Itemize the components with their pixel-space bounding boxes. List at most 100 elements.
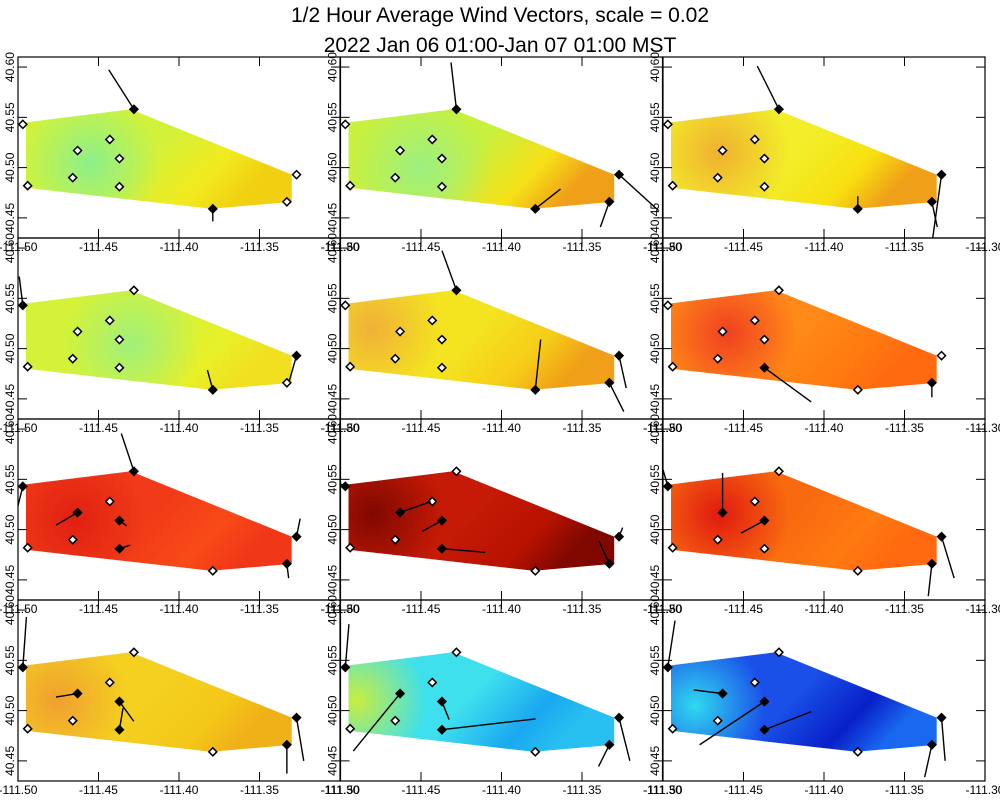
- y-tick-label: 40.50: [648, 333, 662, 363]
- x-tick-label: -111.30: [966, 421, 1000, 435]
- station-marker: [427, 677, 438, 688]
- x-tick-label: -111.40: [805, 783, 844, 797]
- wind-vector: [534, 188, 561, 210]
- station-marker: [395, 326, 406, 337]
- y-tick-label: 40.50: [3, 695, 17, 725]
- x-tick-label: -111.50: [0, 602, 38, 616]
- x-tick-label: -111.50: [0, 783, 38, 797]
- wind-vector: [756, 65, 780, 110]
- station-marker: [22, 180, 33, 191]
- field-hotspot: [348, 471, 615, 571]
- station-marker: [207, 565, 218, 576]
- y-tick-label: 40.50: [648, 695, 662, 725]
- station-marker: [345, 180, 356, 191]
- station-marker: [104, 134, 115, 145]
- chart-subtitle: 2022 Jan 06 01:00-Jan 07 01:00 MST: [324, 34, 677, 57]
- wind-vector: [618, 355, 627, 389]
- station-marker: [281, 377, 292, 388]
- y-tick-label: 40.45: [3, 203, 17, 233]
- station-marker: [390, 353, 401, 364]
- station-marker: [72, 145, 83, 156]
- y-tick-label: 40.45: [326, 203, 340, 233]
- wind-vector: [55, 692, 78, 698]
- station-marker: [663, 300, 673, 311]
- field-layer: [340, 62, 660, 228]
- wind-vector: [940, 717, 946, 761]
- y-tick-label: 40.60: [326, 595, 340, 625]
- field-hotspot: [348, 652, 615, 752]
- y-tick-label: 40.55: [326, 283, 340, 313]
- station-marker: [67, 353, 78, 364]
- y-tick-label: 40.45: [326, 746, 340, 776]
- x-tick-label: -111.45: [724, 783, 763, 797]
- y-tick-label: 40.55: [3, 102, 17, 132]
- y-tick-label: 40.50: [3, 333, 17, 363]
- station-marker: [67, 534, 78, 545]
- station-marker: [114, 153, 125, 164]
- station-marker: [749, 677, 760, 688]
- field-layer: [18, 433, 302, 579]
- wind-vector: [344, 624, 350, 668]
- station-marker: [451, 466, 462, 477]
- wind-vector: [932, 174, 943, 238]
- x-tick-label: -111.50: [0, 421, 38, 435]
- wind-vector: [597, 744, 610, 767]
- x-tick-label: -111.35: [563, 783, 602, 797]
- y-tick-label: 40.60: [3, 233, 17, 263]
- field-layer: [340, 624, 631, 767]
- wind-vector: [55, 511, 78, 526]
- station-marker: [436, 362, 447, 373]
- wind-vector: [421, 519, 443, 532]
- y-tick-label: 40.45: [326, 565, 340, 595]
- station-marker: [936, 350, 947, 361]
- station-marker: [345, 723, 356, 734]
- x-tick-label: -111.40: [160, 783, 199, 797]
- wind-vector: [534, 339, 542, 390]
- station-marker: [22, 361, 33, 372]
- x-tick-label: -111.30: [321, 783, 360, 797]
- y-tick-label: 40.60: [648, 595, 662, 625]
- wind-vector: [597, 540, 611, 565]
- panel-3-2: -111.50 -111.45 -111.40 -111.35 -111.30 40.45…: [644, 595, 1000, 797]
- field-hotspot: [26, 109, 292, 209]
- field-hotspot: [26, 471, 292, 571]
- y-tick-label: 40.55: [3, 283, 17, 313]
- panel-0-1: -111.50-111.45-111.40-111.35-111.3040.45…: [321, 52, 682, 254]
- wind-vector: [352, 693, 401, 752]
- wind-vector: [120, 433, 135, 472]
- y-tick-label: 40.45: [648, 746, 662, 776]
- station-marker: [759, 334, 770, 345]
- station-marker: [340, 300, 351, 311]
- wind-vector: [295, 717, 305, 761]
- station-marker: [427, 134, 438, 145]
- field-hotspot: [348, 290, 615, 390]
- station-marker: [530, 746, 541, 757]
- y-tick-label: 40.50: [326, 695, 340, 725]
- y-tick-label: 40.60: [326, 233, 340, 263]
- field-layer: [18, 69, 302, 222]
- field-hotspot: [671, 290, 937, 390]
- station-marker: [852, 384, 863, 395]
- wind-vector: [18, 276, 24, 306]
- x-tick-label: -111.45: [79, 783, 118, 797]
- wind-vector: [618, 174, 660, 212]
- panel-2-1: -111.50-111.45-111.40-111.35-111.3040.45…: [321, 414, 682, 616]
- station-marker: [852, 746, 863, 757]
- y-tick-label: 40.60: [3, 595, 17, 625]
- station-marker: [114, 181, 125, 192]
- y-tick-label: 40.55: [326, 645, 340, 675]
- wind-vector: [206, 369, 214, 391]
- y-tick-label: 40.55: [648, 283, 662, 313]
- field-hotspot: [671, 652, 937, 752]
- station-marker: [667, 180, 678, 191]
- station-marker: [72, 326, 83, 337]
- wind-vector: [693, 689, 723, 695]
- y-tick-label: 40.50: [648, 152, 662, 182]
- station-marker: [128, 285, 139, 296]
- station-marker: [207, 746, 218, 757]
- wind-vector: [288, 355, 298, 382]
- y-tick-label: 40.45: [3, 384, 17, 414]
- station-marker: [128, 647, 139, 658]
- wind-vector: [764, 711, 812, 731]
- station-marker: [281, 196, 292, 207]
